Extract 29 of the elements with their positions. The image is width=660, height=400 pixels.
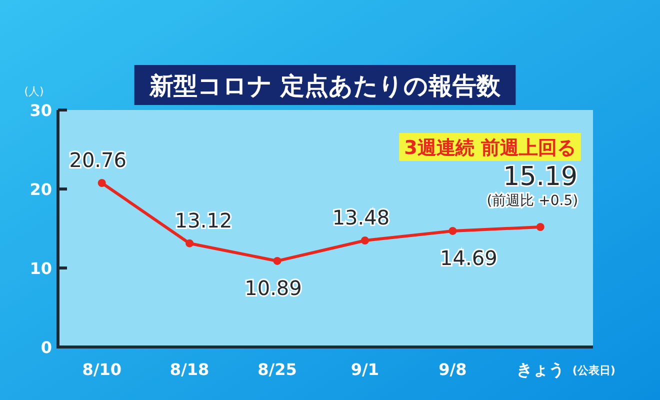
point xyxy=(98,178,106,187)
note-box: 3週連続 前週上回る xyxy=(399,133,581,161)
x-tick-label: 8/18 xyxy=(170,360,210,379)
x-tick-label: 9/1 xyxy=(350,360,380,379)
x-tick-label: 8/25 xyxy=(258,360,297,379)
point xyxy=(273,256,282,265)
x-tick-label: きょう xyxy=(516,360,564,379)
y-tick-label: 20 xyxy=(30,180,52,199)
x-tick-label: 8/10 xyxy=(82,360,122,379)
data-label: 13.12 xyxy=(174,208,232,232)
x-axis-title: (公表日) xyxy=(572,364,616,377)
y-tick-label: 0 xyxy=(40,338,52,357)
annotation: (前週比 +0.5) xyxy=(486,193,578,209)
y-tick-label: 10 xyxy=(30,259,52,278)
data-label: 10.89 xyxy=(244,276,302,300)
y-tick-label: 30 xyxy=(30,101,52,120)
x-tick-label: 9/8 xyxy=(438,360,467,379)
chart-title: 新型コロナ 定点あたりの報告数 xyxy=(148,72,502,100)
data-label: 15.19 xyxy=(503,162,578,192)
y-axis-title: (人) xyxy=(24,85,44,98)
data-label: 20.76 xyxy=(69,148,126,172)
annotation: 3週連続 前週上回る xyxy=(404,137,576,159)
point xyxy=(360,236,369,245)
data-label: 14.69 xyxy=(440,246,498,270)
title: 新型コロナ 定点あたりの報告数 xyxy=(134,65,516,105)
point xyxy=(186,239,194,248)
point xyxy=(536,223,544,231)
point xyxy=(448,226,457,235)
data-label: 13.48 xyxy=(332,206,390,230)
